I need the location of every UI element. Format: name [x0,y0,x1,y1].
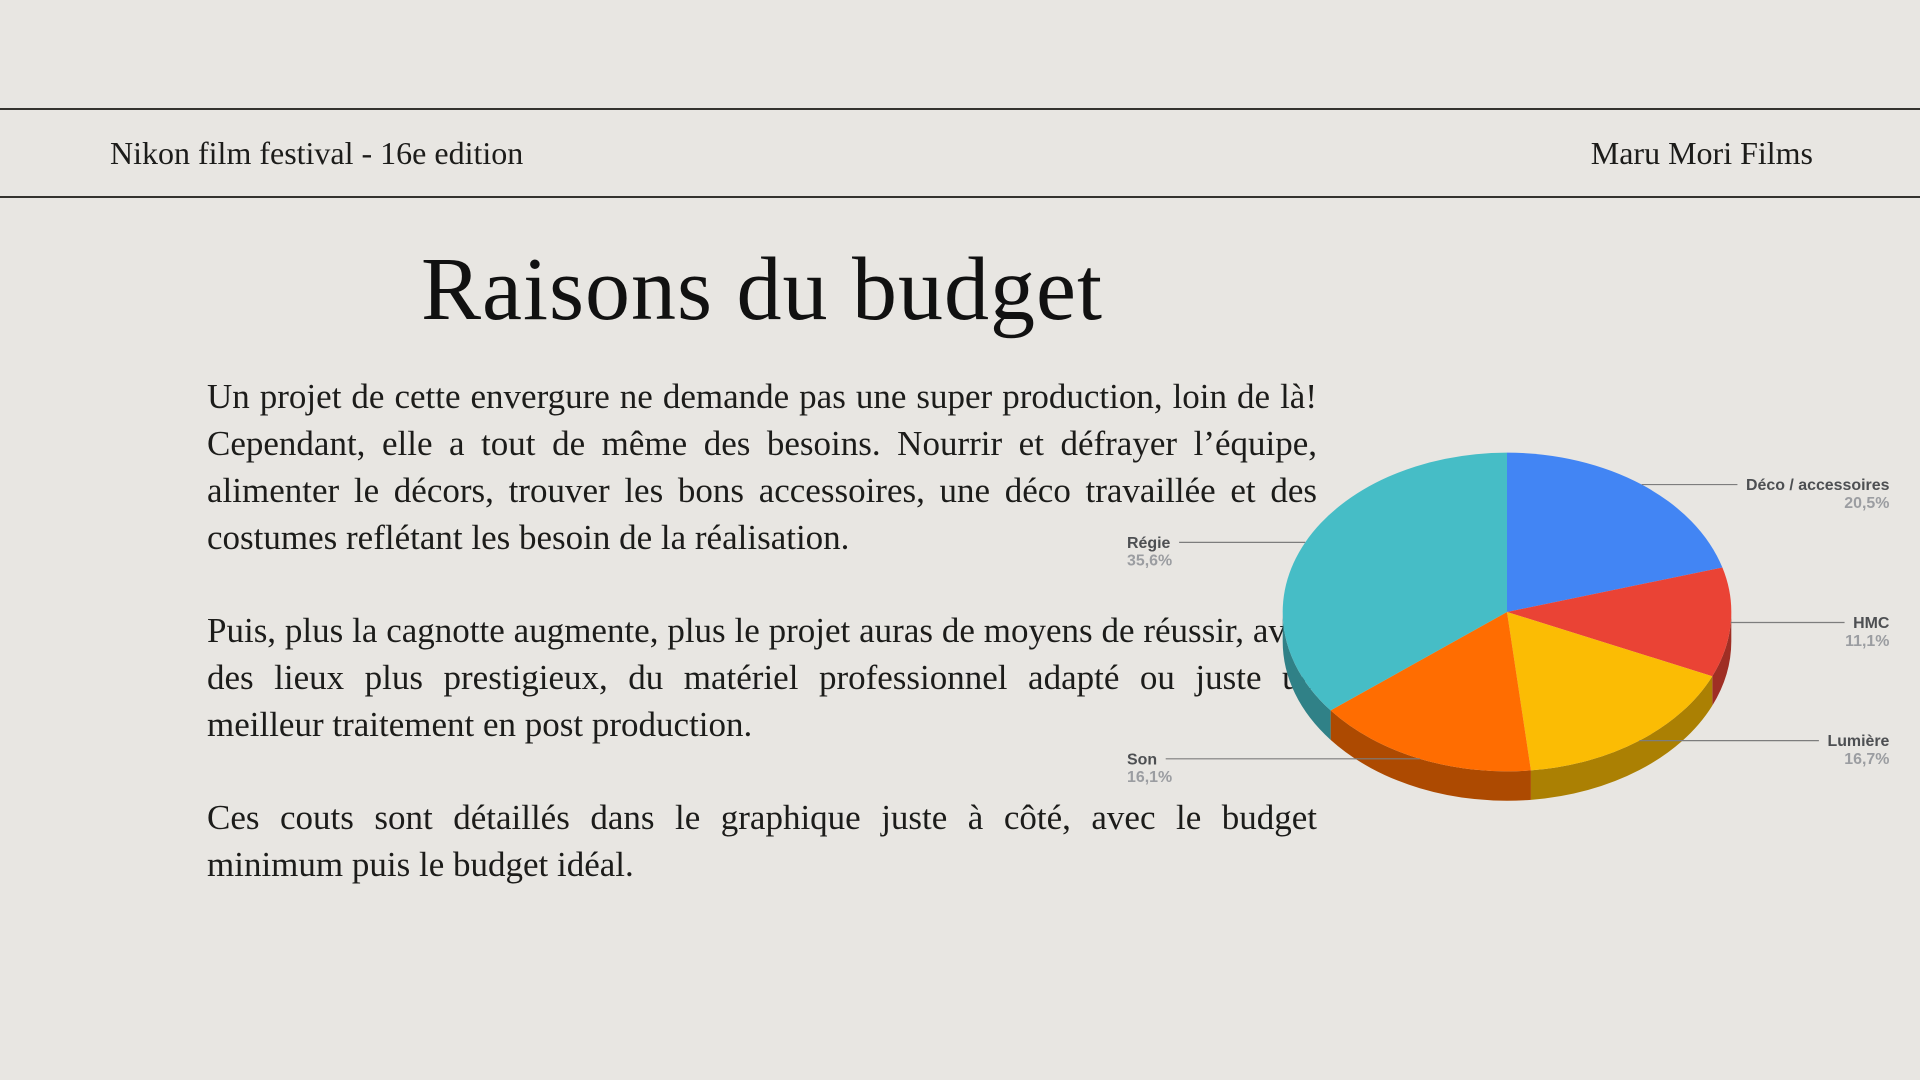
pie-label: Son [1127,751,1157,768]
body-paragraph-2: Puis, plus la cagnotte augmente, plus le… [207,611,1317,744]
pie-label: Lumière [1827,733,1889,750]
pie-slice-4 [1282,452,1507,711]
pie-percent: 11,1% [1845,633,1889,650]
pie-label: Déco / accessoires [1746,477,1890,494]
pie-percent: 16,7% [1844,751,1889,768]
pie-slice-side [1530,676,1713,800]
pie-chart-svg: Déco / accessoires20,5%HMC11,1%Lumière16… [1127,452,1890,801]
body-paragraph-1: Un projet de cette envergure ne demande … [207,377,1317,557]
pie-label: Régie [1127,535,1171,552]
pie-label: HMC [1853,615,1890,632]
header-right-text: Maru Mori Films [1590,134,1813,171]
pie-slice-2 [1507,611,1713,771]
pie-slice-0 [1507,452,1723,612]
header-left-text: Nikon film festival - 16e edition [110,134,524,171]
page-title: Raisons du budget [421,240,1103,339]
pie-slice-3 [1330,611,1531,772]
body-paragraph-3: Ces couts sont détaillés dans le graphiq… [207,798,1317,884]
pie-percent: 16,1% [1127,769,1172,786]
pie-slice-side [1712,611,1732,706]
pie-slice-side [1282,611,1331,740]
slide-header: Nikon film festival - 16e edition Maru M… [0,108,1920,198]
text-column: Raisons du budget Un projet de cette env… [207,238,1317,888]
pie-slice-side [1330,710,1531,801]
pie-slice-1 [1507,567,1732,677]
pie-percent: 20,5% [1844,495,1889,512]
pie-percent: 35,6% [1127,553,1172,570]
budget-pie-chart: Déco / accessoires 20,5% HMC 11,1% Lumière 16… [1078,428,1920,845]
